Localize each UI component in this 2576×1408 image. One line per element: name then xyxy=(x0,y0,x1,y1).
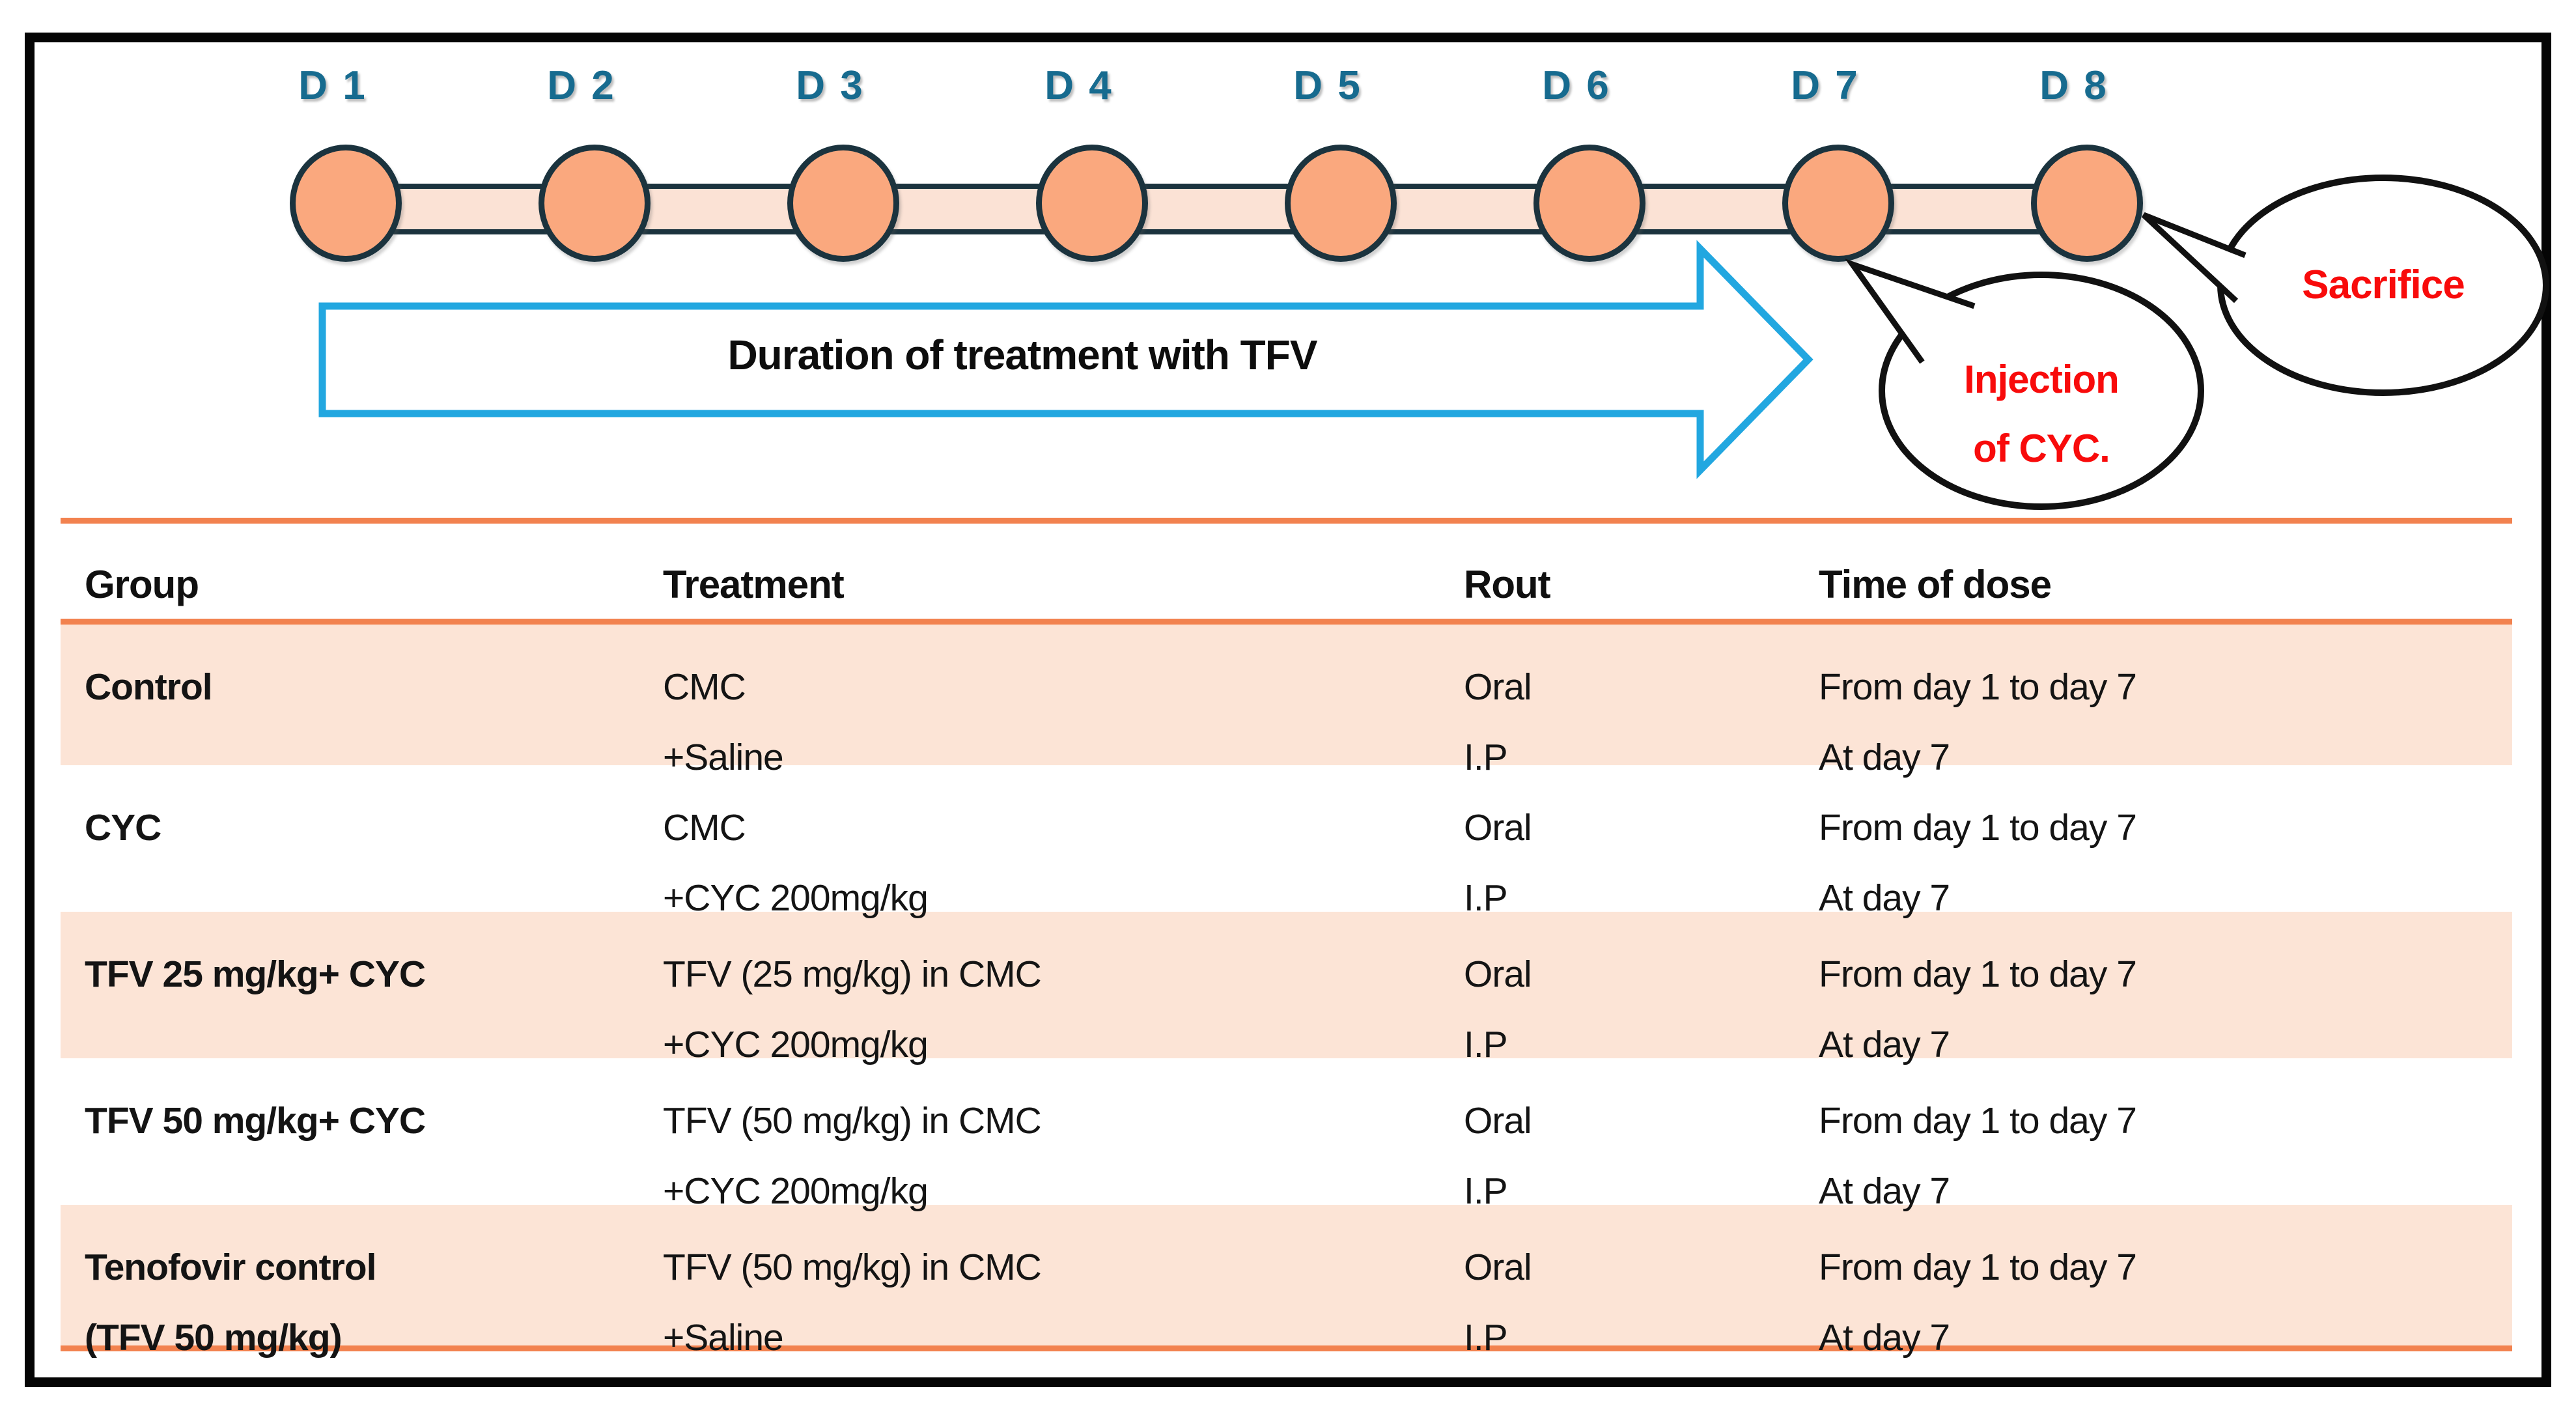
cell-rout: Oral I.P xyxy=(1464,1205,1819,1373)
day-node-d8 xyxy=(2031,145,2143,262)
group-line1: TFV 50 mg/kg+ CYC xyxy=(85,1100,426,1142)
treatment-line2: +CYC 200mg/kg xyxy=(663,1170,929,1212)
cell-time: From day 1 to day 7 At day 7 xyxy=(1819,765,2512,933)
header-rout: Rout xyxy=(1464,563,1551,606)
cell-time: From day 1 to day 7 At day 7 xyxy=(1819,912,2512,1080)
treatment-line1: CMC xyxy=(663,666,746,708)
treatment-line2: +CYC 200mg/kg xyxy=(663,877,929,919)
time-line1: From day 1 to day 7 xyxy=(1819,666,2137,708)
day-label-d1: D 1 xyxy=(298,63,367,108)
time-line2: At day 7 xyxy=(1819,1024,1950,1065)
cell-treatment: TFV (50 mg/kg) in CMC +CYC 200mg/kg xyxy=(663,1058,1464,1226)
rout-line1: Oral xyxy=(1464,666,1532,708)
time-line2: At day 7 xyxy=(1819,877,1950,919)
header-time: Time of dose xyxy=(1819,563,2052,606)
treatment-line2: +Saline xyxy=(663,1317,784,1359)
treatment-line1: TFV (25 mg/kg) in CMC xyxy=(663,953,1042,995)
cell-group: CYC xyxy=(61,765,663,933)
cell-rout: Oral I.P xyxy=(1464,765,1819,933)
time-line1: From day 1 to day 7 xyxy=(1819,1246,2137,1288)
day-node-d2 xyxy=(539,145,651,262)
group-line1: Tenofovir control xyxy=(85,1246,376,1288)
cell-time: From day 1 to day 7 At day 7 xyxy=(1819,625,2512,793)
cell-rout: Oral I.P xyxy=(1464,625,1819,793)
cell-time: From day 1 to day 7 At day 7 xyxy=(1819,1058,2512,1226)
group-line1: CYC xyxy=(85,807,161,849)
duration-arrow-shape xyxy=(318,240,1813,479)
day-label-d2: D 2 xyxy=(547,63,616,108)
day-node-d7 xyxy=(1782,145,1894,262)
table-row-tfv25-cyc: TFV 25 mg/kg+ CYC TFV (25 mg/kg) in CMC … xyxy=(61,912,2512,1065)
table-row-tfv50-cyc: TFV 50 mg/kg+ CYC TFV (50 mg/kg) in CMC … xyxy=(61,1058,2512,1212)
day-label-d3: D 3 xyxy=(796,63,865,108)
cell-rout: Oral I.P xyxy=(1464,1058,1819,1226)
group-line2: (TFV 50 mg/kg) xyxy=(85,1317,343,1359)
sacrifice-callout-tail-outline xyxy=(2141,212,2247,303)
table-header-row: Group Treatment Rout Time of dose xyxy=(61,518,2512,619)
time-line1: From day 1 to day 7 xyxy=(1819,807,2137,849)
injection-callout-tail-outline xyxy=(1845,259,1976,364)
rout-line1: Oral xyxy=(1464,807,1532,849)
cell-treatment: CMC +Saline xyxy=(663,625,1464,793)
day-node-d4 xyxy=(1036,145,1148,262)
rout-line1: Oral xyxy=(1464,1100,1532,1142)
injection-callout-line1: Injection xyxy=(1964,358,2120,401)
rout-line1: Oral xyxy=(1464,953,1532,995)
treatment-line1: CMC xyxy=(663,807,746,849)
table-row-cyc: CYC CMC +CYC 200mg/kg Oral I.P From day … xyxy=(61,765,2512,919)
duration-arrow-label: Duration of treatment with TFV xyxy=(727,331,1317,378)
day-node-d3 xyxy=(787,145,899,262)
cell-time: From day 1 to day 7 At day 7 xyxy=(1819,1205,2512,1373)
time-line2: At day 7 xyxy=(1819,1317,1950,1359)
day-label-d8: D 8 xyxy=(2039,63,2108,108)
day-node-d1 xyxy=(290,145,402,262)
group-line1: TFV 25 mg/kg+ CYC xyxy=(85,953,426,995)
injection-callout-line2: of CYC. xyxy=(1973,427,2110,470)
cell-group: Tenofovir control (TFV 50 mg/kg) xyxy=(61,1205,663,1373)
day-node-d6 xyxy=(1533,145,1645,262)
groups-table: Group Treatment Rout Time of dose Contro… xyxy=(61,518,2512,1359)
injection-callout-label: Injection of CYC. xyxy=(1883,345,2200,483)
cell-treatment: TFV (50 mg/kg) in CMC +Saline xyxy=(663,1205,1464,1373)
group-line1: Control xyxy=(85,666,213,708)
rout-line2: I.P xyxy=(1464,1317,1508,1359)
cell-treatment: CMC +CYC 200mg/kg xyxy=(663,765,1464,933)
treatment-line1: TFV (50 mg/kg) in CMC xyxy=(663,1100,1042,1142)
rout-line2: I.P xyxy=(1464,877,1508,919)
treatment-line2: +Saline xyxy=(663,737,784,778)
treatment-line1: TFV (50 mg/kg) in CMC xyxy=(663,1246,1042,1288)
treatment-line2: +CYC 200mg/kg xyxy=(663,1024,929,1065)
rout-line1: Oral xyxy=(1464,1246,1532,1288)
time-line1: From day 1 to day 7 xyxy=(1819,953,2137,995)
time-line2: At day 7 xyxy=(1819,1170,1950,1212)
table-row-tenofovir-control: Tenofovir control (TFV 50 mg/kg) TFV (50… xyxy=(61,1205,2512,1359)
time-line1: From day 1 to day 7 xyxy=(1819,1100,2137,1142)
day-label-d5: D 5 xyxy=(1293,63,1362,108)
header-treatment: Treatment xyxy=(663,563,845,606)
day-label-d4: D 4 xyxy=(1044,63,1113,108)
cell-rout: Oral I.P xyxy=(1464,912,1819,1080)
day-label-d6: D 6 xyxy=(1542,63,1611,108)
cell-treatment: TFV (25 mg/kg) in CMC +CYC 200mg/kg xyxy=(663,912,1464,1080)
cell-group: TFV 50 mg/kg+ CYC xyxy=(61,1058,663,1226)
rout-line2: I.P xyxy=(1464,1170,1508,1212)
sacrifice-callout-label: Sacrifice xyxy=(2302,262,2465,307)
cell-group: TFV 25 mg/kg+ CYC xyxy=(61,912,663,1080)
day-label-d7: D 7 xyxy=(1791,63,1860,108)
rout-line2: I.P xyxy=(1464,1024,1508,1065)
cell-group: Control xyxy=(61,625,663,793)
header-group: Group xyxy=(85,563,199,606)
time-line2: At day 7 xyxy=(1819,737,1950,778)
day-node-d5 xyxy=(1285,145,1397,262)
injection-callout-bubble xyxy=(1879,272,2204,510)
injection-callout-tail-fill xyxy=(1853,264,1974,362)
rout-line2: I.P xyxy=(1464,737,1508,778)
table-row-control: Control CMC +Saline Oral I.P From day 1 … xyxy=(61,619,2512,778)
